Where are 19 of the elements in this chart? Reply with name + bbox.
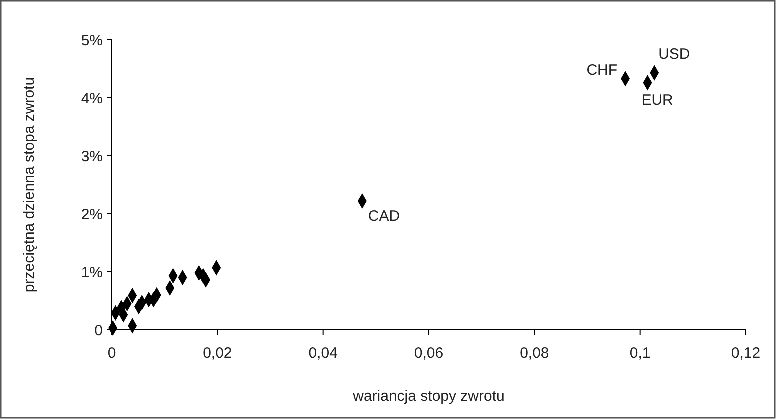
annotation: USD [658, 46, 690, 64]
y-tick-label: 1% [81, 264, 103, 282]
y-tick-label: 0 [94, 322, 103, 340]
annotation: CAD [368, 208, 400, 226]
x-tick-label: 0 [108, 345, 116, 362]
x-tick-label: 0,08 [520, 345, 550, 362]
x-tick-label: 0,06 [414, 345, 444, 362]
x-tick-label: 0,12 [731, 345, 761, 362]
y-tick-label: 4% [81, 90, 103, 108]
annotation: CHF [586, 62, 618, 79]
x-tick-label: 0,1 [630, 345, 651, 362]
x-tick-label: 0,02 [203, 345, 232, 362]
y-tick-label: 2% [81, 206, 103, 224]
y-axis-title: przeciętna dzienna stopa zwrotu [21, 77, 38, 293]
annotation: EUR [642, 92, 674, 109]
y-tick-label: 3% [81, 148, 103, 166]
x-tick-label: 0,04 [308, 345, 338, 362]
y-tick-label: 5% [81, 32, 103, 50]
x-axis-title: wariancja stopy zwrotu [352, 388, 505, 405]
